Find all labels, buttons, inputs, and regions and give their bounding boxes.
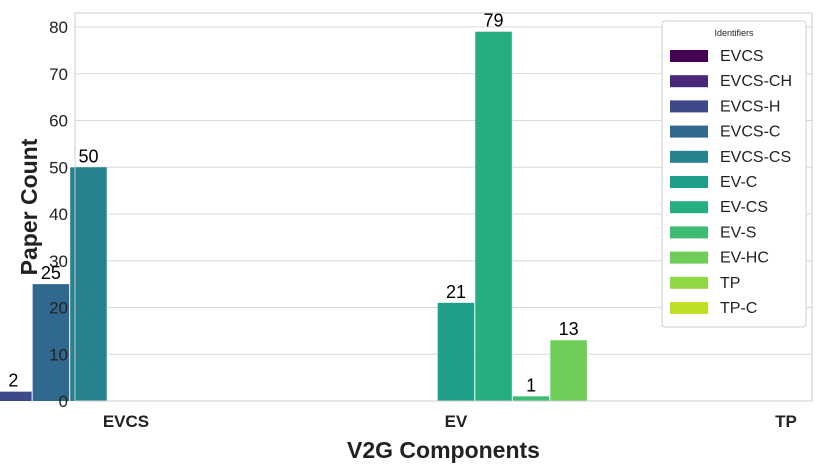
y-tick-label: 0 xyxy=(59,392,68,411)
y-tick-label: 30 xyxy=(49,252,68,271)
legend-items: EVCS EVCS-CH EVCS-H EVCS-C EVCS-CS EV-C EV-CS E… xyxy=(670,48,792,317)
legend-label: EVCS xyxy=(720,48,764,65)
data-label: 50 xyxy=(78,146,98,166)
legend-swatch xyxy=(670,302,708,314)
legend-label: EV-CS xyxy=(720,199,768,216)
grid-lines xyxy=(75,26,812,402)
y-tick-label: 80 xyxy=(49,18,68,37)
legend-swatch xyxy=(670,226,708,239)
y-tick-label: 10 xyxy=(49,345,68,364)
bar xyxy=(550,340,587,401)
legend-label: EVCS-H xyxy=(720,98,780,115)
data-label: 25 xyxy=(41,263,61,283)
legend-box xyxy=(661,20,807,328)
y-axis-ticks: 0 10 20 30 40 50 60 70 80 xyxy=(49,18,68,411)
legend-label: EV-C xyxy=(720,174,757,191)
y-tick-label: 70 xyxy=(49,65,68,84)
bar xyxy=(0,391,32,401)
legend-swatch xyxy=(670,251,708,264)
bars xyxy=(0,31,587,402)
y-tick-label: 40 xyxy=(49,205,68,224)
x-axis-ticks: EVCS EV TP xyxy=(103,412,797,431)
legend-swatch xyxy=(670,201,708,214)
data-label: 2 xyxy=(8,371,18,391)
bar xyxy=(70,167,107,401)
bar xyxy=(475,31,512,402)
x-tick-label: TP xyxy=(775,412,797,431)
legend-label: EVCS-CS xyxy=(720,149,791,166)
data-label: 21 xyxy=(446,282,466,302)
y-tick-label: 60 xyxy=(49,112,68,131)
legend-swatch xyxy=(670,125,708,138)
x-tick-label: EVCS xyxy=(103,412,149,431)
legend-swatch xyxy=(670,75,708,88)
x-tick-label: EV xyxy=(445,412,468,431)
legend-swatch xyxy=(670,100,708,113)
legend-swatch xyxy=(670,50,708,62)
y-tick-label: 50 xyxy=(49,158,68,177)
legend-swatch xyxy=(670,150,708,163)
legend-label: EVCS-CH xyxy=(720,73,792,90)
legend-label: EVCS-C xyxy=(720,124,780,141)
data-label: 13 xyxy=(559,319,579,339)
legend-title: Identifiers xyxy=(714,28,754,38)
legend-label: EV-HC xyxy=(720,250,769,267)
bar xyxy=(512,396,550,401)
data-label: 1 xyxy=(526,375,536,395)
bar xyxy=(437,302,475,401)
legend: Identifiers EVCS EVCS-CH EVCS-H EVCS-C EVCS-… xyxy=(661,20,807,328)
bar xyxy=(32,284,70,401)
x-axis-label: V2G Components xyxy=(347,437,540,463)
legend-label: TP-C xyxy=(720,300,757,317)
data-label: 79 xyxy=(484,11,504,31)
legend-label: TP xyxy=(720,275,740,292)
plot-frame xyxy=(74,12,813,402)
legend-label: EV-S xyxy=(720,224,756,241)
y-tick-label: 20 xyxy=(49,299,68,318)
data-labels: 1322550217911314 xyxy=(8,11,579,396)
legend-swatch xyxy=(670,176,708,188)
y-axis-label: Paper Count xyxy=(16,138,42,275)
legend-swatch xyxy=(670,276,708,289)
